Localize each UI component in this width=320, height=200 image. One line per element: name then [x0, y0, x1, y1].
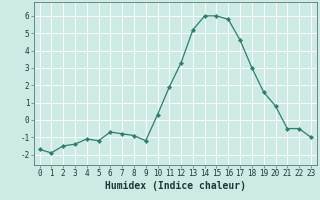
X-axis label: Humidex (Indice chaleur): Humidex (Indice chaleur) [105, 181, 246, 191]
